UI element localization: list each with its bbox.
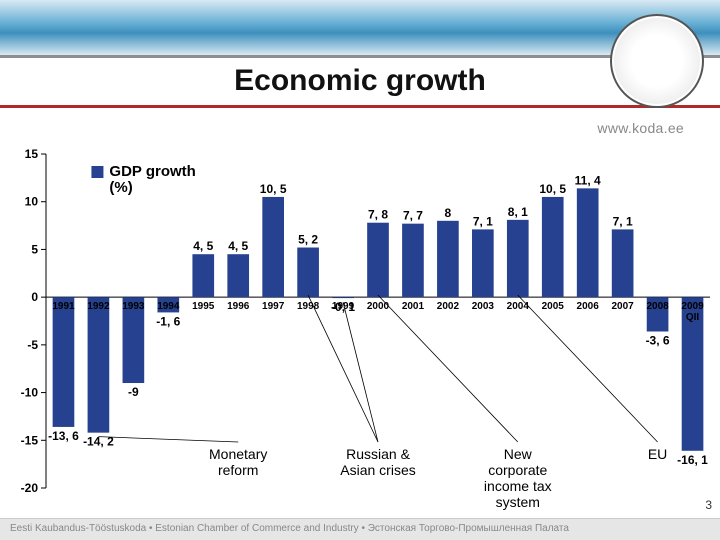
category-label: 2000	[367, 301, 390, 312]
red-rule	[0, 105, 720, 108]
category-label: 1997	[262, 301, 285, 312]
value-label: 4, 5	[193, 239, 213, 253]
value-label: -3, 6	[646, 333, 670, 347]
svg-text:-10: -10	[21, 386, 39, 400]
category-label: 1992	[87, 301, 110, 312]
bar	[472, 229, 494, 297]
annotation-monetary: Monetary reform	[188, 446, 288, 478]
bar	[227, 254, 249, 297]
bar	[542, 197, 564, 297]
category-label: 1993	[122, 301, 145, 312]
category-label: 1998	[297, 301, 320, 312]
value-label: -1, 6	[156, 314, 180, 328]
svg-text:5: 5	[31, 242, 38, 256]
svg-text:-5: -5	[27, 338, 38, 352]
value-label: 7, 8	[368, 208, 388, 222]
bar	[577, 188, 599, 297]
category-label: 2008	[646, 301, 669, 312]
value-label: 11, 4	[575, 173, 601, 187]
svg-text:-15: -15	[21, 433, 39, 447]
value-label: -9	[128, 385, 139, 399]
annotation-tax: New corporate income tax system	[468, 446, 568, 510]
value-label: 8, 1	[508, 205, 528, 219]
svg-text:15: 15	[25, 147, 39, 161]
annotation-leader	[98, 437, 238, 442]
category-label: 1994	[157, 301, 180, 312]
value-label: 7, 1	[613, 214, 633, 228]
legend-swatch	[91, 166, 103, 178]
category-label: 2003	[472, 301, 495, 312]
value-label: 10, 5	[260, 182, 287, 196]
chart-svg: -20-15-10-50510151991-13, 61992-14, 2199…	[4, 146, 716, 496]
category-label: 2009	[681, 301, 704, 312]
annotation-leader	[378, 295, 518, 442]
svg-text:-20: -20	[21, 481, 39, 495]
annotation-leader	[308, 295, 378, 442]
svg-text:(%): (%)	[109, 179, 132, 196]
legend-label: GDP growth	[109, 163, 195, 180]
value-label: 8	[445, 206, 452, 220]
svg-text:0: 0	[31, 290, 38, 304]
value-label: 7, 1	[473, 214, 493, 228]
category-label: 2002	[437, 301, 460, 312]
category-label: 2006	[577, 301, 600, 312]
value-label: 5, 2	[298, 233, 318, 247]
slide-number: 3	[705, 498, 712, 512]
category-label: 2007	[612, 301, 635, 312]
value-label: 10, 5	[539, 182, 566, 196]
annotation-leader	[343, 302, 378, 442]
svg-text:QII: QII	[686, 312, 700, 323]
bar	[402, 224, 424, 297]
value-label: 4, 5	[228, 239, 248, 253]
bar	[297, 248, 319, 298]
bar	[332, 297, 354, 298]
bar	[192, 254, 214, 297]
footer-text: Eesti Kaubandus-Tööstuskoda • Estonian C…	[0, 518, 720, 540]
category-label: 1996	[227, 301, 250, 312]
bar	[437, 221, 459, 297]
bar	[53, 297, 75, 427]
gdp-growth-chart: -20-15-10-50510151991-13, 61992-14, 2199…	[4, 146, 716, 496]
chamber-crest-logo	[610, 14, 704, 108]
bar	[262, 197, 284, 297]
category-label: 2005	[542, 301, 565, 312]
category-label: 2001	[402, 301, 425, 312]
annotation-eu: EU	[608, 446, 708, 462]
category-label: 1995	[192, 301, 215, 312]
site-url: www.koda.ee	[597, 120, 684, 136]
value-label: -13, 6	[48, 429, 79, 443]
bar	[612, 229, 634, 297]
annotation-crises: Russian & Asian crises	[328, 446, 428, 478]
bar	[88, 297, 110, 433]
value-label: 7, 7	[403, 209, 423, 223]
bar	[507, 220, 529, 297]
category-label: 2004	[507, 301, 530, 312]
svg-text:10: 10	[25, 195, 39, 209]
category-label: 1991	[52, 301, 75, 312]
bar	[367, 223, 389, 297]
annotation-leader	[518, 295, 658, 442]
